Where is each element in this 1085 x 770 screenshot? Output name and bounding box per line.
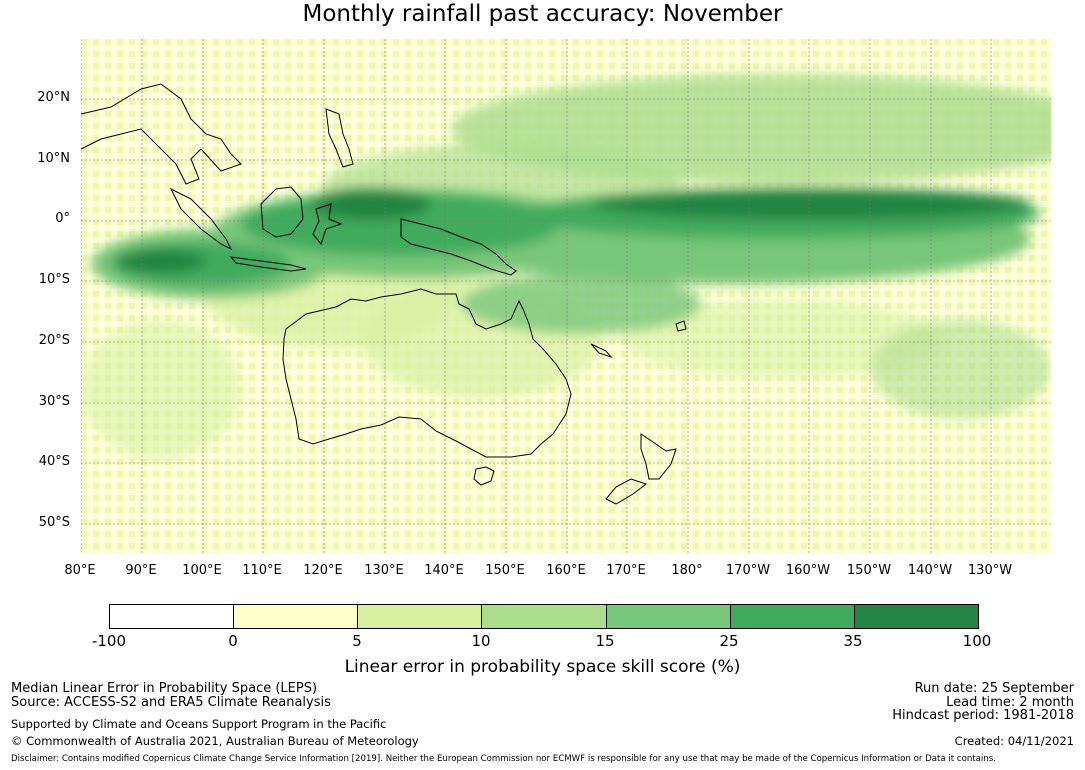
lon-label-150w: 150°W	[846, 563, 892, 578]
colorbar-label: Linear error in probability space skill …	[344, 657, 741, 677]
footer-hindcast: Hindcast period: 1981-2018	[892, 708, 1074, 723]
colorbar-tick-6: 25	[719, 632, 739, 650]
lon-label-80e: 80°E	[64, 563, 96, 578]
colorbar-tick-8: 100	[962, 632, 992, 650]
lon-label-170w: 170°W	[725, 563, 771, 578]
lat-label-10n: 10°N	[37, 151, 70, 166]
lon-label-120e: 120°E	[303, 563, 343, 578]
colorbar-tick-4: 10	[471, 632, 491, 650]
colorbar-segment-7	[854, 605, 978, 628]
fiji-coast	[675, 320, 687, 332]
lat-label-0: 0°	[55, 211, 70, 226]
map-title: Monthly rainfall past accuracy: November	[302, 1, 783, 27]
tasmania-coast	[473, 466, 495, 486]
lon-label-140w: 140°W	[907, 563, 953, 578]
footer-copyright: © Commonwealth of Australia 2021, Austra…	[11, 734, 419, 748]
footer-lead-time: Lead time: 2 month	[946, 695, 1074, 710]
skill-regions	[81, 74, 1051, 459]
gridlines	[81, 39, 1051, 554]
footer-run-date: Run date: 25 September	[914, 681, 1074, 696]
footer-support: Supported by Climate and Oceans Support …	[11, 717, 387, 731]
footer-disclaimer: Disclaimer: Contains modified Copernicus…	[11, 754, 996, 764]
lon-label-130w: 130°W	[967, 563, 1013, 578]
colorbar-segment-4	[482, 605, 607, 628]
new-caledonia-coast	[590, 343, 613, 359]
colorbar-tick-2: 0	[228, 632, 238, 650]
lon-label-160e: 160°E	[546, 563, 586, 578]
colorbar-segment-3	[358, 605, 483, 628]
skill-map-canvas	[81, 39, 1051, 554]
new-zealand-north-coast	[640, 433, 677, 480]
indochina-coast	[81, 83, 242, 185]
philippines-coast	[325, 108, 354, 168]
lat-label-40s: 40°S	[38, 454, 70, 469]
coastlines	[81, 83, 687, 505]
new-guinea-coast	[400, 218, 517, 276]
footer-created: Created: 04/11/2021	[954, 734, 1074, 748]
sulawesi-coast	[312, 203, 343, 246]
colorbar-segment-5	[606, 605, 731, 628]
lon-label-160w: 160°W	[785, 563, 831, 578]
lon-label-150e: 150°E	[485, 563, 525, 578]
footer-leps: Median Linear Error in Probability Space…	[11, 681, 318, 696]
new-zealand-south-coast	[605, 478, 648, 505]
colorbar-segment-2	[234, 605, 359, 628]
sumatra-coast	[169, 187, 233, 251]
lat-label-20n: 20°N	[37, 90, 70, 105]
lon-label-100e: 100°E	[182, 563, 222, 578]
lat-label-30s: 30°S	[38, 394, 70, 409]
colorbar-segment-6	[730, 605, 855, 628]
colorbar-tick-3: 5	[352, 632, 362, 650]
lon-label-90e: 90°E	[125, 563, 157, 578]
colorbar-tick-7: 35	[843, 632, 863, 650]
lon-label-170e: 170°E	[606, 563, 646, 578]
footer-source: Source: ACCESS-S2 and ERA5 Climate Reana…	[11, 695, 331, 710]
lat-label-10s: 10°S	[38, 272, 70, 287]
colorbar-tick-1: -100	[91, 632, 127, 650]
colorbar-tick-5: 15	[595, 632, 615, 650]
skill-map	[80, 38, 1052, 555]
borneo-coast	[260, 186, 304, 238]
colorbar	[109, 604, 979, 629]
australia-coast	[282, 288, 572, 458]
colorbar-segment-1	[110, 605, 235, 628]
lat-label-20s: 20°S	[38, 333, 70, 348]
lon-label-140e: 140°E	[424, 563, 464, 578]
java-coast	[229, 256, 307, 272]
lon-label-130e: 130°E	[364, 563, 404, 578]
lon-label-110e: 110°E	[242, 563, 282, 578]
lon-label-180: 180°	[671, 563, 703, 578]
lat-label-50s: 50°S	[38, 515, 70, 530]
